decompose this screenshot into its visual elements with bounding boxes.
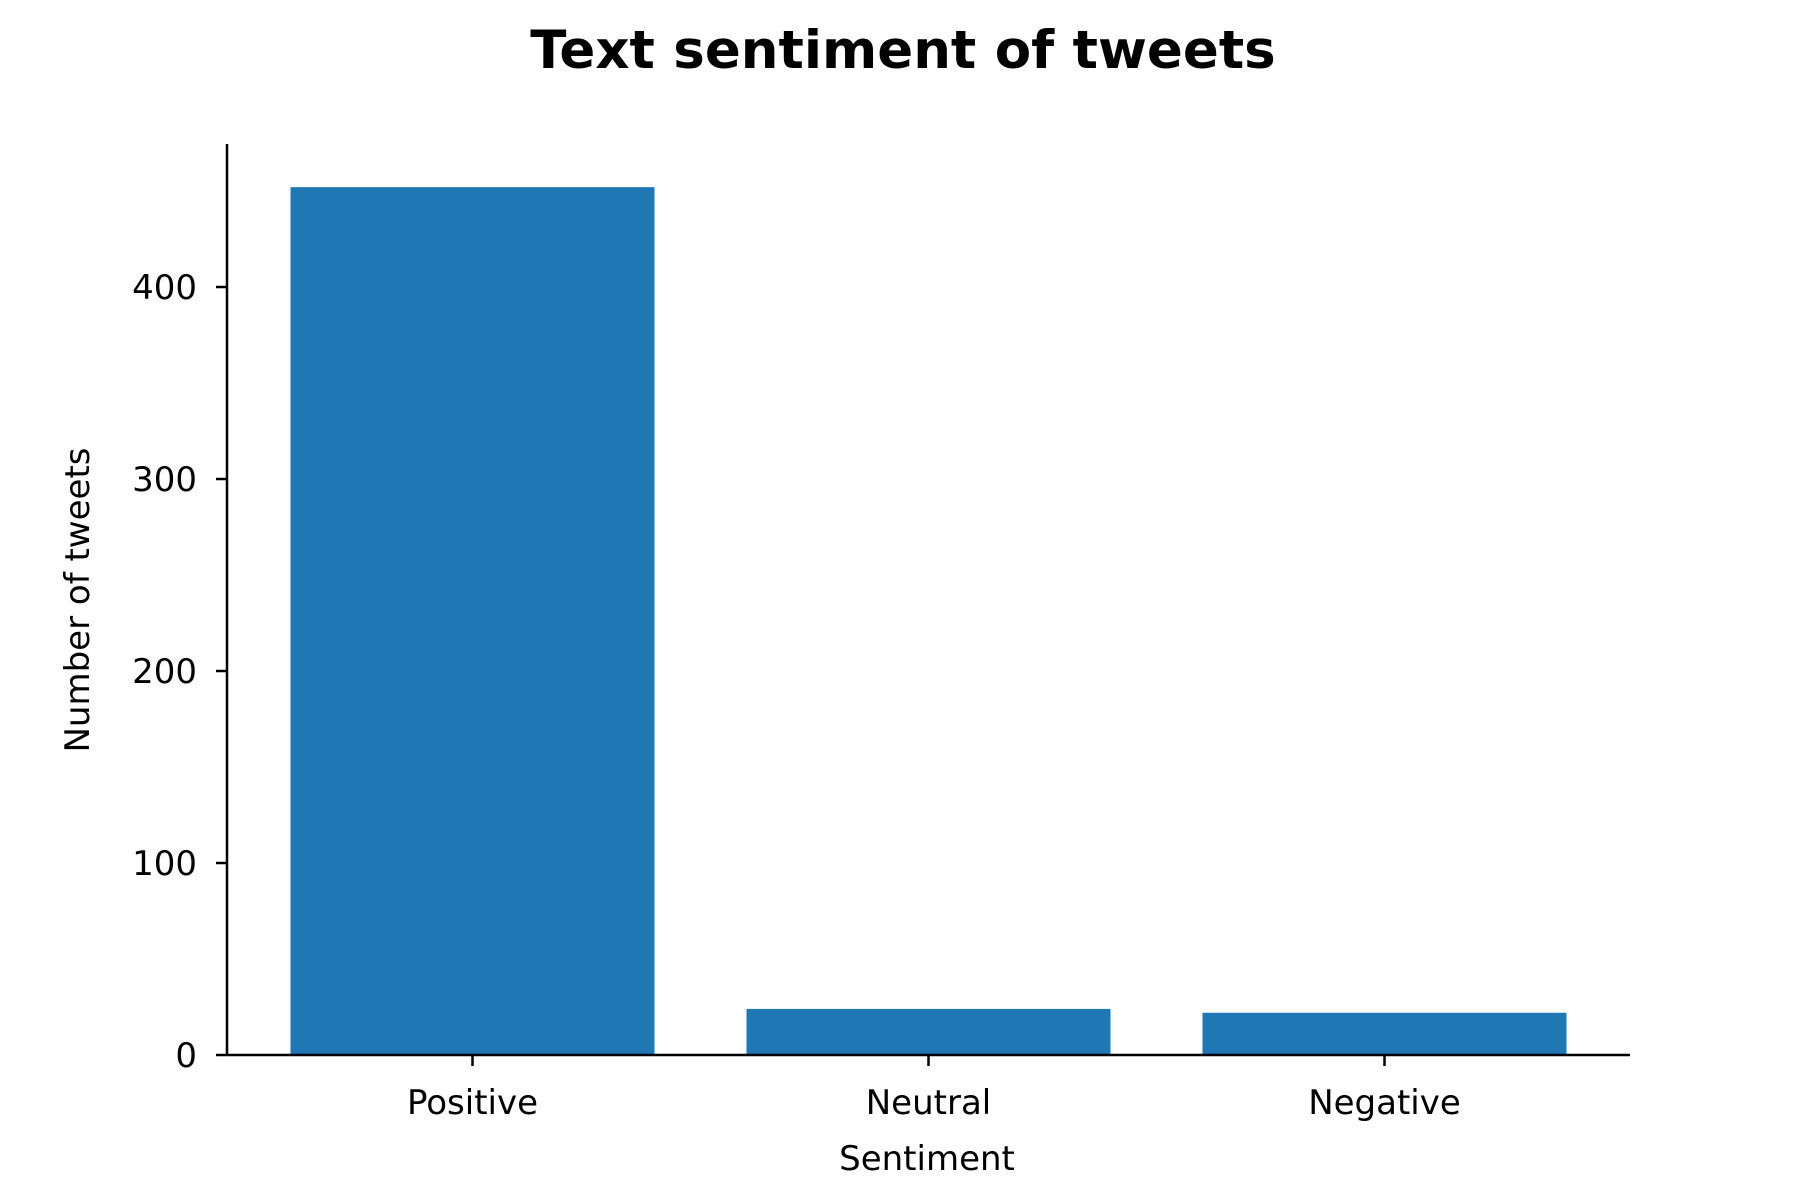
bar-negative — [1202, 1012, 1567, 1055]
y-tick-label: 200 — [132, 652, 197, 692]
chart-title: Text sentiment of tweets — [530, 20, 1275, 81]
y-tick-label: 300 — [132, 460, 197, 500]
y-tick-label: 0 — [175, 1036, 197, 1076]
x-axis-ticks: Positive Neutral Negative — [407, 1055, 1461, 1123]
y-tick-label: 100 — [132, 844, 197, 884]
y-axis-ticks: 0 100 200 300 400 — [132, 268, 227, 1076]
x-tick-label: Negative — [1308, 1083, 1461, 1123]
x-axis-label: Sentiment — [839, 1139, 1015, 1179]
bar-neutral — [746, 1008, 1111, 1055]
y-tick-label: 400 — [132, 268, 197, 308]
bars-group — [290, 187, 1567, 1055]
x-tick-label: Neutral — [866, 1083, 992, 1123]
x-tick-label: Positive — [407, 1083, 538, 1123]
y-axis-label: Number of tweets — [58, 448, 98, 753]
bar-positive — [290, 187, 655, 1055]
